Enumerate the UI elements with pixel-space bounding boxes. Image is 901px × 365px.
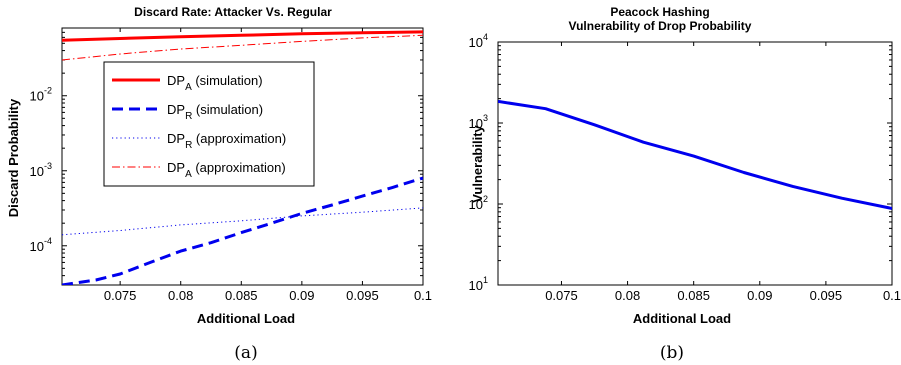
chart-b-xtick-label: 0.1 (883, 288, 901, 303)
chart-b-ylabel: Vulnerability (470, 124, 485, 202)
chart-a-ytick-label: 10-2 (30, 86, 52, 104)
legend-label-4: DPA (approximation) (167, 160, 286, 180)
chart-a-plot-area: 0.075 0.08 0.085 0.09 0.095 0.1 10-4 10-3 10-2 (30, 27, 432, 303)
chart-a-xlabel: Additional Load (197, 311, 295, 326)
legend-label-3: DPR (approximation) (167, 131, 286, 151)
chart-a-xtick-label: 0.085 (225, 288, 258, 303)
chart-a-series-line-2 (62, 176, 423, 285)
chart-b-xtick-label: 0.095 (810, 288, 843, 303)
chart-b-ytick-label: 101 (469, 275, 488, 293)
chart-b-subtitle: Vulnerability of Drop Probability (569, 19, 752, 33)
legend-label-1: DPA (simulation) (167, 73, 263, 93)
chart-a-xtick-label: 0.075 (104, 288, 137, 303)
chart-b-plot-area: 0.075 0.08 0.085 0.09 0.095 0.1 101 102 103 104 (469, 32, 901, 303)
chart-a: Discard Rate: Attacker Vs. Regular 0.075… (6, 5, 432, 363)
chart-b-panel-label: (b) (660, 343, 684, 363)
chart-a-title: Discard Rate: Attacker Vs. Regular (134, 5, 332, 19)
chart-b-xlabel: Additional Load (633, 311, 731, 326)
chart-b: Peacock Hashing Vulnerability of Drop Pr… (469, 5, 901, 363)
chart-a-ylabel: Discard Probability (6, 98, 21, 217)
chart-b-ytick-label: 103 (469, 113, 488, 131)
legend-label-2: DPR (simulation) (167, 102, 263, 122)
chart-b-xtick-label: 0.09 (747, 288, 772, 303)
chart-b-series-line-1 (498, 99, 892, 210)
chart-a-xtick-label: 0.1 (414, 288, 432, 303)
chart-b-ytick-label: 104 (469, 32, 488, 50)
chart-a-xtick-label: 0.09 (289, 288, 314, 303)
chart-a-legend: DPA (simulation) DPR (simulation) DPR (app… (103, 61, 315, 187)
chart-b-xtick-label: 0.08 (615, 288, 640, 303)
chart-a-xtick-label: 0.08 (168, 288, 193, 303)
chart-a-ytick-label: 10-3 (30, 161, 52, 179)
chart-a-xtick-label: 0.095 (346, 288, 379, 303)
chart-b-ytick-label: 102 (469, 194, 488, 212)
chart-a-axes-frame (61, 27, 424, 286)
chart-a-series-line-1 (62, 30, 423, 42)
chart-b-axes-frame (497, 41, 893, 286)
legend-box (103, 61, 315, 187)
chart-b-title: Peacock Hashing (610, 5, 709, 19)
chart-b-xtick-label: 0.085 (677, 288, 710, 303)
chart-a-ytick-label: 10-4 (30, 236, 52, 254)
chart-a-series-line-4 (62, 34, 423, 61)
chart-b-xtick-label: 0.075 (545, 288, 578, 303)
chart-a-panel-label: (a) (234, 343, 257, 363)
